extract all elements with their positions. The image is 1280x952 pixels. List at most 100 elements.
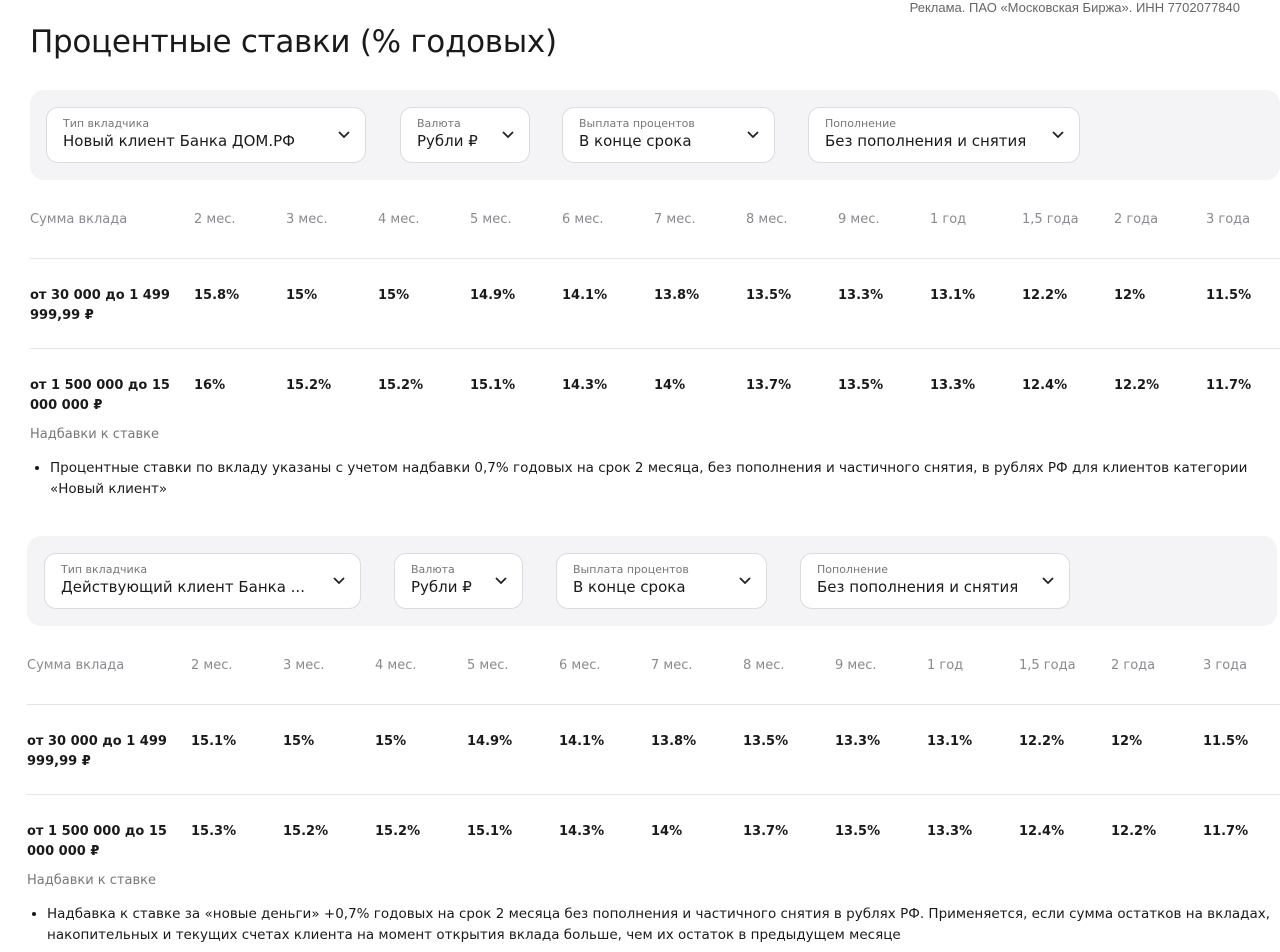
header-cell: 2 мес. [191, 626, 283, 705]
header-cell: 4 мес. [375, 626, 467, 705]
rate-cell: 13.1% [930, 258, 1022, 349]
filter-value: В конце срока [573, 578, 686, 596]
header-cell: 5 мес. [470, 180, 562, 259]
header-cell: Сумма вклада [30, 180, 194, 259]
table-body: Сумма вклада 2 мес. 3 мес. 4 мес. 5 мес. 6 ме… [30, 180, 1280, 421]
table-row: от 1 500 000 до 15 000 000 ₽ 15.3% 15.2% 15… [27, 795, 1280, 868]
rates-section: Тип вкладчика Новый клиент Банка ДОМ.РФ Ва… [30, 90, 1280, 500]
rate-cell: 15.1% [467, 824, 513, 839]
chevron [338, 131, 350, 139]
rate-cell: 13.3% [838, 258, 930, 349]
header-cell: 9 мес. [835, 626, 927, 705]
chevron [1052, 131, 1064, 139]
rate-cell: 12.2% [1114, 378, 1160, 393]
chevron [502, 131, 514, 139]
rate-cell: 12.2% [1019, 704, 1111, 795]
header-cell: 3 мес. [283, 626, 375, 705]
rate-cell: 14.3% [562, 378, 608, 393]
header-cell: 7 мес. [654, 180, 746, 259]
rate-cell: 14% [654, 378, 686, 393]
header-cell: 6 мес. [562, 180, 654, 259]
rate-cell: 15.8% [194, 258, 286, 349]
rate-cell: 11.7% [1203, 824, 1249, 839]
filter-dropdown[interactable]: Выплата процентов В конце срока [562, 107, 775, 163]
chevron [739, 577, 751, 585]
filter-dropdown[interactable]: Валюта Рубли ₽ [394, 553, 523, 609]
filter-dropdown[interactable]: Пополнение Без пополнения и снятия [808, 107, 1080, 163]
filter-value: Рубли ₽ [417, 132, 478, 150]
bonus-title: Надбавки к ставке [27, 873, 156, 888]
header-cell: 1 год [927, 626, 1019, 705]
filter-value: В конце срока [579, 132, 692, 150]
header-cell: 3 года [1206, 180, 1280, 259]
table-row: от 1 500 000 до 15 000 000 ₽ 16% 15.2% 15.2… [30, 349, 1280, 422]
chevron [333, 577, 345, 585]
rate-cell: 15% [283, 704, 375, 795]
rate-cell: 11.7% [1206, 378, 1252, 393]
rate-cell: 13.1% [927, 704, 1019, 795]
filter-label: Валюта [411, 563, 455, 576]
rate-cell: 15.2% [378, 378, 424, 393]
header-cell: 8 мес. [743, 626, 835, 705]
filter-dropdown[interactable]: Тип вкладчика Новый клиент Банка ДОМ.РФ [46, 107, 366, 163]
rate-cell: 12.4% [1022, 378, 1068, 393]
rate-cell: 15.3% [191, 824, 237, 839]
rate-cell: 15.1% [470, 378, 516, 393]
rate-cell: 14.1% [562, 258, 654, 349]
filter-value: Без пополнения и снятия [817, 578, 1019, 596]
rate-cell: 14.9% [467, 704, 559, 795]
filter-label: Тип вкладчика [63, 117, 150, 130]
rate-cell: 13.7% [746, 378, 792, 393]
filter-panel: Тип вкладчика Действующий клиент Банка ..… [27, 536, 1277, 626]
rate-cell: 13.3% [930, 378, 976, 393]
header-cell: 8 мес. [746, 180, 838, 259]
bonus-title: Надбавки к ставке [30, 427, 159, 442]
ad-note: Реклама. ПАО «Московская Биржа». ИНН 770… [909, 0, 1240, 15]
header-cell: 7 мес. [651, 626, 743, 705]
header-cell: 1 год [930, 180, 1022, 259]
header-cell: 3 года [1203, 626, 1280, 705]
rate-cell: 15.1% [191, 704, 283, 795]
rate-cell: 12% [1111, 704, 1203, 795]
filter-label: Валюта [417, 117, 461, 130]
chevron-path [338, 131, 350, 139]
amount-cell: от 1 500 000 до 15 000 000 ₽ [30, 378, 170, 413]
filter-label: Выплата процентов [579, 117, 695, 130]
rates-section: Тип вкладчика Действующий клиент Банка ..… [27, 536, 1280, 946]
header-row: Сумма вклада 2 мес. 3 мес. 4 мес. 5 мес. 6 ме… [30, 180, 1280, 259]
rates-table: Сумма вклада 2 мес. 3 мес. 4 мес. 5 мес. 6 ме… [27, 626, 1280, 867]
rate-cell: 13.7% [743, 824, 789, 839]
chevron [1042, 577, 1054, 585]
filter-dropdown[interactable]: Валюта Рубли ₽ [400, 107, 530, 163]
rate-cell: 11.5% [1206, 258, 1280, 349]
rate-cell: 13.8% [654, 258, 746, 349]
rate-cell: 12% [1114, 258, 1206, 349]
table-row: от 30 000 до 1 499 999,99 ₽15.8% 15% 15% 14… [30, 258, 1280, 349]
header-cell: 2 года [1111, 626, 1203, 705]
rate-cell: 13.5% [835, 824, 881, 839]
amount-cell: от 30 000 до 1 499 999,99 ₽ [27, 704, 191, 795]
rate-cell: 16% [194, 378, 226, 393]
rate-cell: 13.3% [835, 704, 927, 795]
rate-cell: 14.9% [470, 258, 562, 349]
header-row: Сумма вклада 2 мес. 3 мес. 4 мес. 5 мес. 6 ме… [27, 626, 1280, 705]
notes-list: Процентные ставки по вкладу указаны с уч… [30, 458, 1280, 500]
filter-dropdown[interactable]: Выплата процентов В конце срока [556, 553, 767, 609]
header-cell: 2 мес. [194, 180, 286, 259]
chevron-path [333, 577, 345, 585]
rate-cell: 13.3% [927, 824, 973, 839]
rate-cell: 14% [651, 824, 683, 839]
filter-label: Пополнение [825, 117, 897, 130]
notes-list: Надбавка к ставке за «новые деньги» +0,7… [27, 904, 1277, 946]
filter-dropdown[interactable]: Тип вкладчика Действующий клиент Банка ..… [44, 553, 361, 609]
rate-cell: 11.5% [1203, 704, 1280, 795]
chevron-path [502, 131, 514, 139]
filter-dropdown[interactable]: Пополнение Без пополнения и снятия [800, 553, 1070, 609]
rate-cell: 14.3% [559, 824, 605, 839]
filter-panel: Тип вкладчика Новый клиент Банка ДОМ.РФ Ва… [30, 90, 1280, 180]
table-body: Сумма вклада 2 мес. 3 мес. 4 мес. 5 мес. 6 ме… [27, 626, 1280, 867]
rate-cell: 15.2% [286, 378, 332, 393]
chevron-path [1052, 131, 1064, 139]
page-title: Процентные ставки (% годовых) [30, 24, 557, 60]
rate-cell: 13.5% [746, 258, 838, 349]
